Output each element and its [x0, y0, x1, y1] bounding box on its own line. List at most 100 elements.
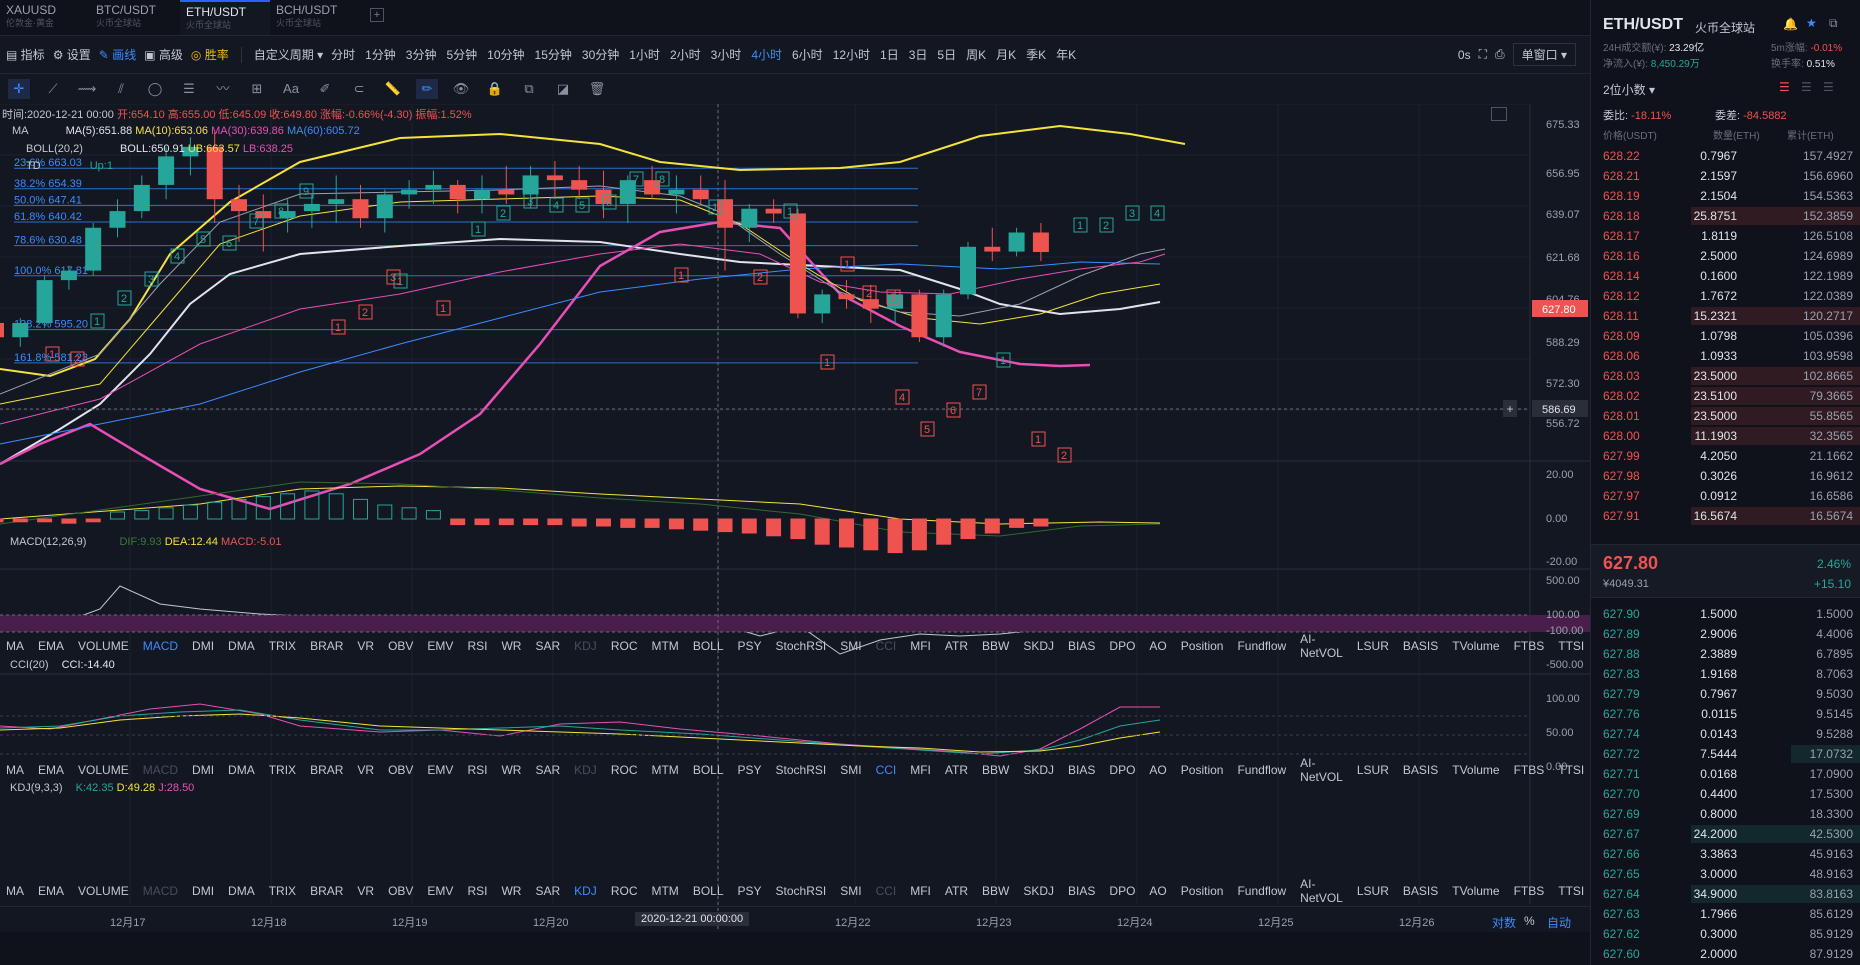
indicator-option[interactable]: PSY — [737, 884, 762, 898]
precision-dropdown[interactable]: 2位小数 ▾ — [1603, 83, 1656, 97]
indicator-option[interactable]: ATR — [944, 884, 969, 898]
indicator-option[interactable]: TVolume — [1452, 639, 1500, 653]
bid-row[interactable]: 627.62 0.3000 85.9129 — [1591, 924, 1860, 944]
indicator-option[interactable]: PSY — [737, 639, 762, 653]
bid-row[interactable]: 627.66 3.3863 45.9163 — [1591, 844, 1860, 864]
indicator-option[interactable]: FTBS — [1513, 763, 1545, 777]
share-icon[interactable]: ⧉ — [1829, 16, 1838, 30]
timeframe-11[interactable]: 6小时 — [792, 48, 823, 62]
indicator-option[interactable]: BBW — [982, 884, 1010, 898]
indicator-option[interactable]: AO — [1149, 884, 1167, 898]
indicator-option[interactable]: FTBS — [1513, 639, 1545, 653]
indicator-option[interactable]: EMV — [427, 884, 454, 898]
bid-row[interactable]: 627.76 0.0115 9.5145 — [1591, 704, 1860, 724]
indicator-option[interactable]: Fundflow — [1237, 884, 1287, 898]
ask-row[interactable]: 628.21 2.1597 156.6960 — [1591, 166, 1860, 186]
indicator-option[interactable]: OBV — [388, 884, 414, 898]
indicator-option[interactable]: WR — [501, 763, 522, 777]
indicator-option[interactable]: Position — [1180, 763, 1224, 777]
td-name[interactable]: TD — [26, 160, 41, 172]
indicator-option[interactable]: SAR — [535, 763, 561, 777]
indicator-option[interactable]: BIAS — [1068, 884, 1096, 898]
indicator-option[interactable]: StochRSI — [775, 884, 827, 898]
indicator-option[interactable]: KDJ — [574, 639, 597, 653]
ask-row[interactable]: 628.14 0.1600 122.1989 — [1591, 266, 1860, 286]
lock-icon[interactable]: 🔒 — [486, 81, 504, 96]
indicator-option[interactable]: StochRSI — [775, 639, 827, 653]
indicator-option[interactable]: SKDJ — [1023, 884, 1055, 898]
indicator-option[interactable]: VR — [357, 763, 375, 777]
indicator-option[interactable]: VR — [357, 884, 375, 898]
timeframe-15[interactable]: 5日 — [937, 48, 957, 62]
indicator-option[interactable]: CCI — [875, 763, 897, 777]
timeframe-7[interactable]: 1小时 — [629, 48, 660, 62]
kdj-name[interactable]: KDJ(9,3,3) — [10, 782, 63, 794]
indicator-option[interactable]: BASIS — [1402, 763, 1439, 777]
add-tab-button[interactable]: + — [370, 8, 384, 22]
timeframe-19[interactable]: 年K — [1056, 48, 1077, 62]
timeframe-1[interactable]: 1分钟 — [365, 48, 396, 62]
screenshot-icon[interactable]: ⎙ — [1495, 47, 1505, 61]
parallel-lines-icon[interactable]: ⫽ — [118, 81, 124, 96]
ask-row[interactable]: 628.19 2.1504 154.5363 — [1591, 186, 1860, 206]
bell-icon[interactable]: 🔔 — [1783, 17, 1798, 31]
indicator-option[interactable]: SMI — [840, 763, 862, 777]
view-asks-icon[interactable]: ☰ — [1801, 80, 1812, 94]
indicator-option[interactable]: MACD — [142, 763, 179, 777]
indicator-option[interactable]: ATR — [944, 639, 969, 653]
indicator-option[interactable]: DMA — [228, 884, 255, 898]
indicator-option[interactable]: AI-NetVOL — [1300, 756, 1343, 784]
indicator-option[interactable]: BBW — [982, 763, 1010, 777]
trendline-icon[interactable]: ⟋ — [48, 81, 58, 96]
indicator-option[interactable]: OBV — [388, 639, 414, 653]
indicator-option[interactable]: SKDJ — [1023, 639, 1055, 653]
bid-row[interactable]: 627.72 7.5444 17.0732 — [1591, 744, 1860, 764]
indicator-option[interactable]: Position — [1180, 639, 1224, 653]
ask-row[interactable]: 628.00 11.1903 32.3565 — [1591, 426, 1860, 446]
fullscreen-icon[interactable]: ⛶ — [1478, 47, 1488, 61]
indicator-button[interactable]: ▤ 指标 — [6, 48, 45, 62]
indicator-option[interactable]: BIAS — [1068, 763, 1096, 777]
bid-row[interactable]: 627.89 2.9006 4.4006 — [1591, 624, 1860, 644]
ask-row[interactable]: 628.17 1.8119 126.5108 — [1591, 226, 1860, 246]
indicator-option[interactable]: EMA — [38, 639, 65, 653]
ma-name[interactable]: MA — [12, 125, 29, 137]
timeframe-4[interactable]: 10分钟 — [487, 48, 525, 62]
timeframe-0[interactable]: 分时 — [331, 48, 356, 62]
indicator-option[interactable]: SAR — [535, 884, 561, 898]
indicator-option[interactable]: MTM — [651, 639, 679, 653]
ask-row[interactable]: 628.06 1.0933 103.9598 — [1591, 346, 1860, 366]
ask-row[interactable]: 628.02 23.5100 79.3665 — [1591, 386, 1860, 406]
indicator-option[interactable]: TTSI — [1558, 763, 1585, 777]
winrate-button[interactable]: ◎ 胜率 — [190, 48, 229, 62]
indicator-option[interactable]: KDJ — [574, 884, 597, 898]
indicator-option[interactable]: CCI — [875, 639, 897, 653]
view-both-icon[interactable]: ☰ — [1779, 80, 1790, 94]
indicator-option[interactable]: DMI — [192, 639, 215, 653]
ask-row[interactable]: 628.18 25.8751 152.3859 — [1591, 206, 1860, 226]
indicator-option[interactable]: LSUR — [1356, 639, 1389, 653]
indicator-option[interactable]: PSY — [737, 763, 762, 777]
indicator-option[interactable]: EMV — [427, 639, 454, 653]
measure-icon[interactable]: ⊞ — [251, 81, 263, 96]
ask-row[interactable]: 628.03 23.5000 102.8665 — [1591, 366, 1860, 386]
indicator-option[interactable]: DMA — [228, 763, 255, 777]
indicator-option[interactable]: RSI — [467, 763, 488, 777]
timeframe-9[interactable]: 3小时 — [710, 48, 742, 62]
timeframe-14[interactable]: 3日 — [908, 48, 928, 62]
eye-icon[interactable]: 👁 — [452, 81, 470, 96]
indicator-option[interactable]: DMI — [192, 884, 215, 898]
indicator-option[interactable]: BASIS — [1402, 639, 1439, 653]
indicator-option[interactable]: BBW — [982, 639, 1010, 653]
indicator-option[interactable]: ROC — [610, 884, 638, 898]
indicator-option[interactable]: FTBS — [1513, 884, 1545, 898]
star-icon[interactable]: ★ — [1806, 16, 1817, 30]
tab-ethusdt[interactable]: ETH/USDT 火币全球站 — [180, 0, 270, 35]
indicator-option[interactable]: VOLUME — [78, 639, 129, 653]
percent-toggle[interactable]: % — [1524, 914, 1535, 928]
bid-row[interactable]: 627.88 2.3889 6.7895 — [1591, 644, 1860, 664]
timeframe-5[interactable]: 15分钟 — [534, 48, 572, 62]
bid-row[interactable]: 627.60 2.0000 87.9129 — [1591, 944, 1860, 964]
bid-row[interactable]: 627.71 0.0168 17.0900 — [1591, 764, 1860, 784]
indicator-option[interactable]: BRAR — [310, 639, 344, 653]
